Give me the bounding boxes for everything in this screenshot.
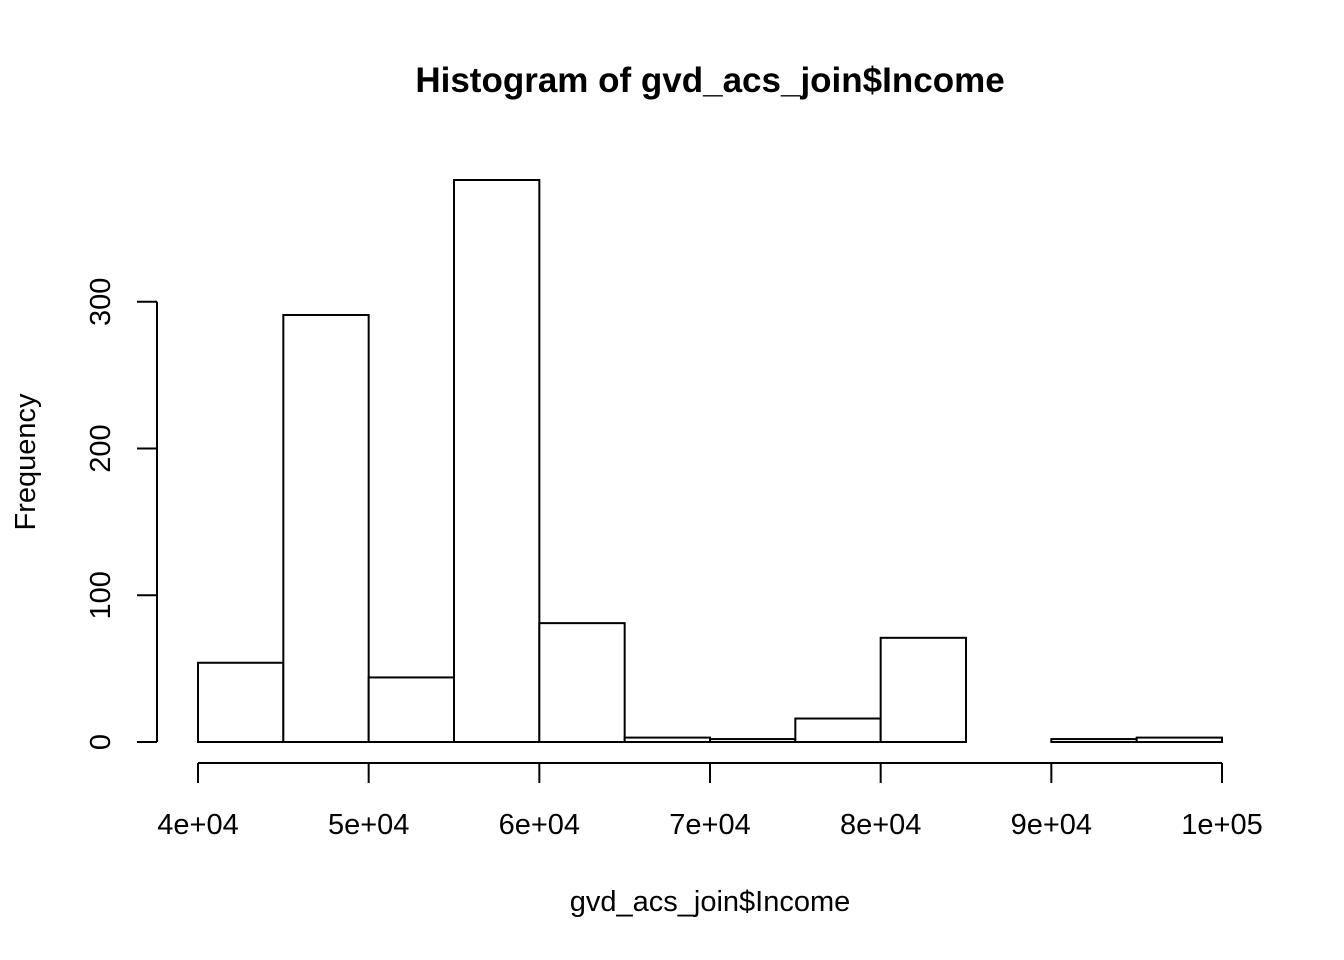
histogram-bar <box>367 676 455 743</box>
x-tick-label: 8e+04 <box>840 809 921 841</box>
x-axis: 4e+04 5e+04 6e+04 7e+04 8e+04 9e+04 1e+05 <box>157 762 1263 841</box>
x-tick-label: 5e+04 <box>328 809 409 841</box>
histogram-bar <box>623 736 712 743</box>
x-tick-label: 9e+04 <box>1011 809 1092 841</box>
y-tick-label: 300 <box>85 278 117 326</box>
chart-title: Histogram of gvd_acs_join$Income <box>415 61 1004 100</box>
histogram-bar <box>794 717 882 744</box>
histogram-bar <box>1135 736 1223 743</box>
histogram-bars <box>197 179 1223 744</box>
x-tick-label: 6e+04 <box>499 809 580 841</box>
histogram-bar <box>1050 738 1138 743</box>
histogram-bar <box>709 738 797 743</box>
histogram-bar <box>282 313 370 743</box>
x-tick-label: 1e+05 <box>1181 809 1262 841</box>
y-tick-label: 0 <box>85 734 117 750</box>
x-tick-label: 7e+04 <box>669 809 750 841</box>
histogram-bar <box>538 622 626 744</box>
y-axis: 0 100 200 300 <box>85 278 158 750</box>
x-tick-label: 4e+04 <box>157 809 238 841</box>
x-axis-label: gvd_acs_join$Income <box>570 886 851 918</box>
y-tick-label: 100 <box>85 571 117 619</box>
histogram-bar <box>453 179 541 743</box>
histogram-bar <box>879 636 968 744</box>
y-tick-label: 200 <box>85 424 117 472</box>
y-axis-label: Frequency <box>10 393 42 531</box>
histogram-bar <box>197 661 285 743</box>
